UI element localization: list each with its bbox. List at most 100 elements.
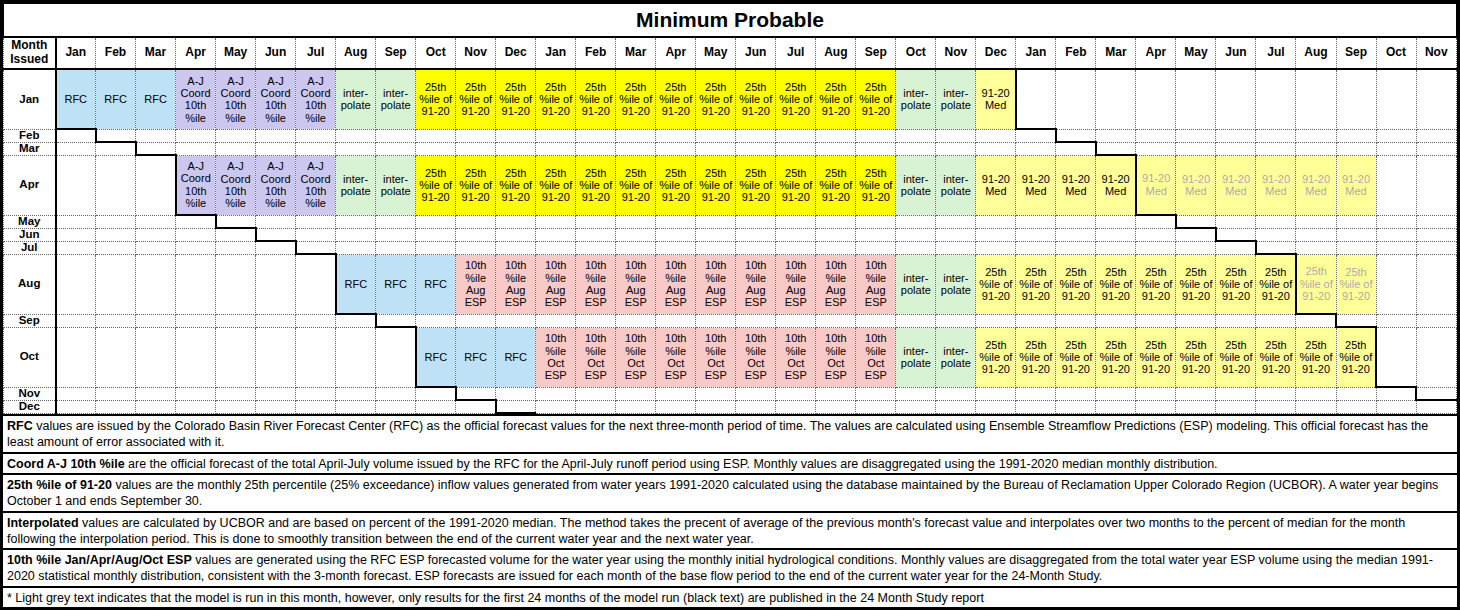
note-text: values are the monthly 25th percentile (… bbox=[7, 478, 1438, 508]
empty-cell bbox=[576, 129, 616, 142]
data-cell-p25: 25th %ile of 91-20 bbox=[776, 155, 816, 215]
empty-cell bbox=[496, 241, 536, 254]
empty-cell bbox=[1056, 215, 1096, 228]
empty-cell bbox=[616, 387, 656, 400]
empty-cell bbox=[1416, 314, 1456, 327]
month-header: Jun bbox=[1216, 37, 1256, 69]
empty-cell bbox=[56, 387, 96, 400]
data-cell-interp: inter- polate bbox=[936, 155, 976, 215]
month-header: Oct bbox=[416, 37, 456, 69]
empty-cell bbox=[216, 142, 256, 155]
empty-cell bbox=[336, 327, 376, 387]
empty-cell bbox=[776, 142, 816, 155]
empty-cell bbox=[1416, 241, 1456, 254]
empty-cell bbox=[1096, 215, 1136, 228]
data-cell-oct_esp: 10th %ile Oct ESP bbox=[696, 327, 736, 387]
data-cell-p25: 25th %ile of 91-20 bbox=[736, 69, 776, 129]
data-cell-coord: A-J Coord 10th %ile bbox=[176, 69, 216, 129]
data-cell-med: 91-20 Med bbox=[1256, 155, 1296, 215]
empty-cell bbox=[1416, 327, 1456, 387]
data-cell-aug_esp: 10th %ile Aug ESP bbox=[696, 254, 736, 314]
empty-cell bbox=[1016, 129, 1056, 142]
empty-cell bbox=[1376, 215, 1416, 228]
empty-cell bbox=[136, 327, 176, 387]
empty-cell bbox=[456, 314, 496, 327]
empty-cell bbox=[1136, 400, 1176, 413]
corner-header: Month Issued bbox=[4, 37, 56, 69]
empty-cell bbox=[856, 129, 896, 142]
empty-cell bbox=[976, 387, 1016, 400]
empty-cell bbox=[376, 387, 416, 400]
empty-cell bbox=[176, 215, 216, 228]
data-cell-rfc: RFC bbox=[416, 254, 456, 314]
row-label: Oct bbox=[4, 327, 56, 387]
data-cell-coord: A-J Coord 10th %ile bbox=[216, 155, 256, 215]
data-cell-p25: 25th %ile of 91-20 bbox=[656, 69, 696, 129]
month-header: May bbox=[216, 37, 256, 69]
empty-cell bbox=[736, 387, 776, 400]
data-cell-p25: 25th %ile of 91-20 bbox=[736, 155, 776, 215]
empty-cell bbox=[456, 241, 496, 254]
empty-cell bbox=[1376, 129, 1416, 142]
empty-cell bbox=[1016, 142, 1056, 155]
empty-cell bbox=[56, 215, 96, 228]
data-cell-med: 91-20 Med bbox=[1136, 155, 1176, 215]
empty-cell bbox=[1336, 129, 1376, 142]
note-text: are the official forecast of the total A… bbox=[125, 457, 1218, 471]
data-cell-p25_pale: 25th %ile of 91-20 bbox=[1056, 327, 1096, 387]
empty-cell bbox=[296, 254, 336, 314]
empty-cell bbox=[656, 400, 696, 413]
empty-cell bbox=[776, 400, 816, 413]
row-label: Jul bbox=[4, 241, 56, 254]
row-label: May bbox=[4, 215, 56, 228]
empty-cell bbox=[936, 241, 976, 254]
empty-cell bbox=[96, 400, 136, 413]
issued-row-jan: JanRFCRFCRFCA-J Coord 10th %ileA-J Coord… bbox=[4, 69, 1457, 129]
empty-cell bbox=[1136, 228, 1176, 241]
empty-cell bbox=[1096, 142, 1136, 155]
empty-cell bbox=[1336, 387, 1376, 400]
empty-cell bbox=[176, 400, 216, 413]
empty-cell bbox=[936, 314, 976, 327]
empty-cell bbox=[96, 254, 136, 314]
empty-cell bbox=[1096, 387, 1136, 400]
empty-cell bbox=[696, 142, 736, 155]
forecast-sheet: Minimum Probable Month Issued JanFebMarA… bbox=[0, 0, 1460, 610]
month-header: Nov bbox=[1416, 37, 1456, 69]
note-text: values are generated using the RFC ESP f… bbox=[7, 553, 1433, 583]
empty-cell bbox=[616, 215, 656, 228]
empty-cell bbox=[136, 155, 176, 215]
data-cell-interp: inter- polate bbox=[896, 327, 936, 387]
empty-cell bbox=[296, 314, 336, 327]
empty-cell bbox=[1176, 314, 1216, 327]
empty-cell bbox=[776, 314, 816, 327]
empty-cell bbox=[1336, 400, 1376, 413]
data-cell-p25_pale: 25th %ile of 91-20 bbox=[1336, 327, 1376, 387]
empty-cell bbox=[696, 215, 736, 228]
issued-row-jun: Jun bbox=[4, 228, 1457, 241]
empty-cell bbox=[1216, 314, 1256, 327]
empty-cell bbox=[856, 241, 896, 254]
data-cell-p25: 25th %ile of 91-20 bbox=[816, 155, 856, 215]
empty-cell bbox=[216, 215, 256, 228]
data-cell-med: 91-20 Med bbox=[1296, 155, 1336, 215]
data-cell-oct_esp: 10th %ile Oct ESP bbox=[856, 327, 896, 387]
empty-cell bbox=[496, 142, 536, 155]
month-header: Sep bbox=[856, 37, 896, 69]
empty-cell bbox=[136, 241, 176, 254]
empty-cell bbox=[376, 241, 416, 254]
data-cell-interp: inter- polate bbox=[336, 69, 376, 129]
empty-cell bbox=[1216, 228, 1256, 241]
empty-cell bbox=[896, 142, 936, 155]
empty-cell bbox=[616, 314, 656, 327]
data-cell-p25: 25th %ile of 91-20 bbox=[456, 155, 496, 215]
data-cell-p25: 25th %ile of 91-20 bbox=[536, 155, 576, 215]
empty-cell bbox=[416, 129, 456, 142]
note-text: * Light grey text indicates that the mod… bbox=[7, 591, 984, 605]
empty-cell bbox=[656, 129, 696, 142]
empty-cell bbox=[456, 400, 496, 413]
data-cell-med: 91-20 Med bbox=[1096, 155, 1136, 215]
empty-cell bbox=[136, 129, 176, 142]
empty-cell bbox=[1376, 387, 1416, 400]
empty-cell bbox=[296, 387, 336, 400]
